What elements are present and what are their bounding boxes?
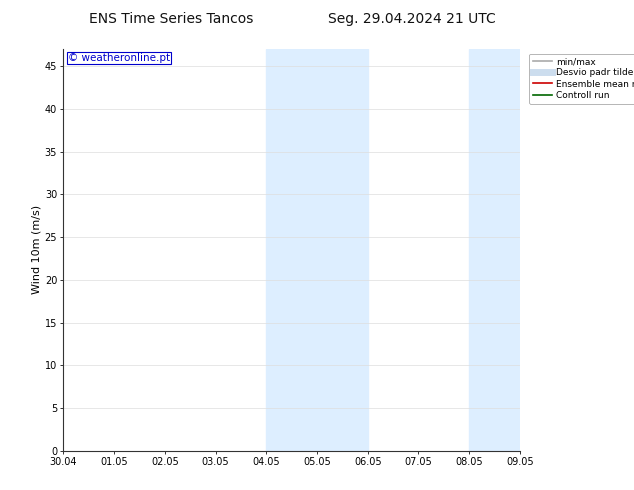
Text: © weatheronline.pt: © weatheronline.pt <box>68 53 170 63</box>
Text: Seg. 29.04.2024 21 UTC: Seg. 29.04.2024 21 UTC <box>328 12 496 26</box>
Y-axis label: Wind 10m (m/s): Wind 10m (m/s) <box>32 205 42 294</box>
Bar <box>266 49 317 451</box>
Bar <box>317 49 368 451</box>
Legend: min/max, Desvio padr tilde;o, Ensemble mean run, Controll run: min/max, Desvio padr tilde;o, Ensemble m… <box>529 53 634 103</box>
Text: ENS Time Series Tancos: ENS Time Series Tancos <box>89 12 254 26</box>
Bar <box>469 49 520 451</box>
